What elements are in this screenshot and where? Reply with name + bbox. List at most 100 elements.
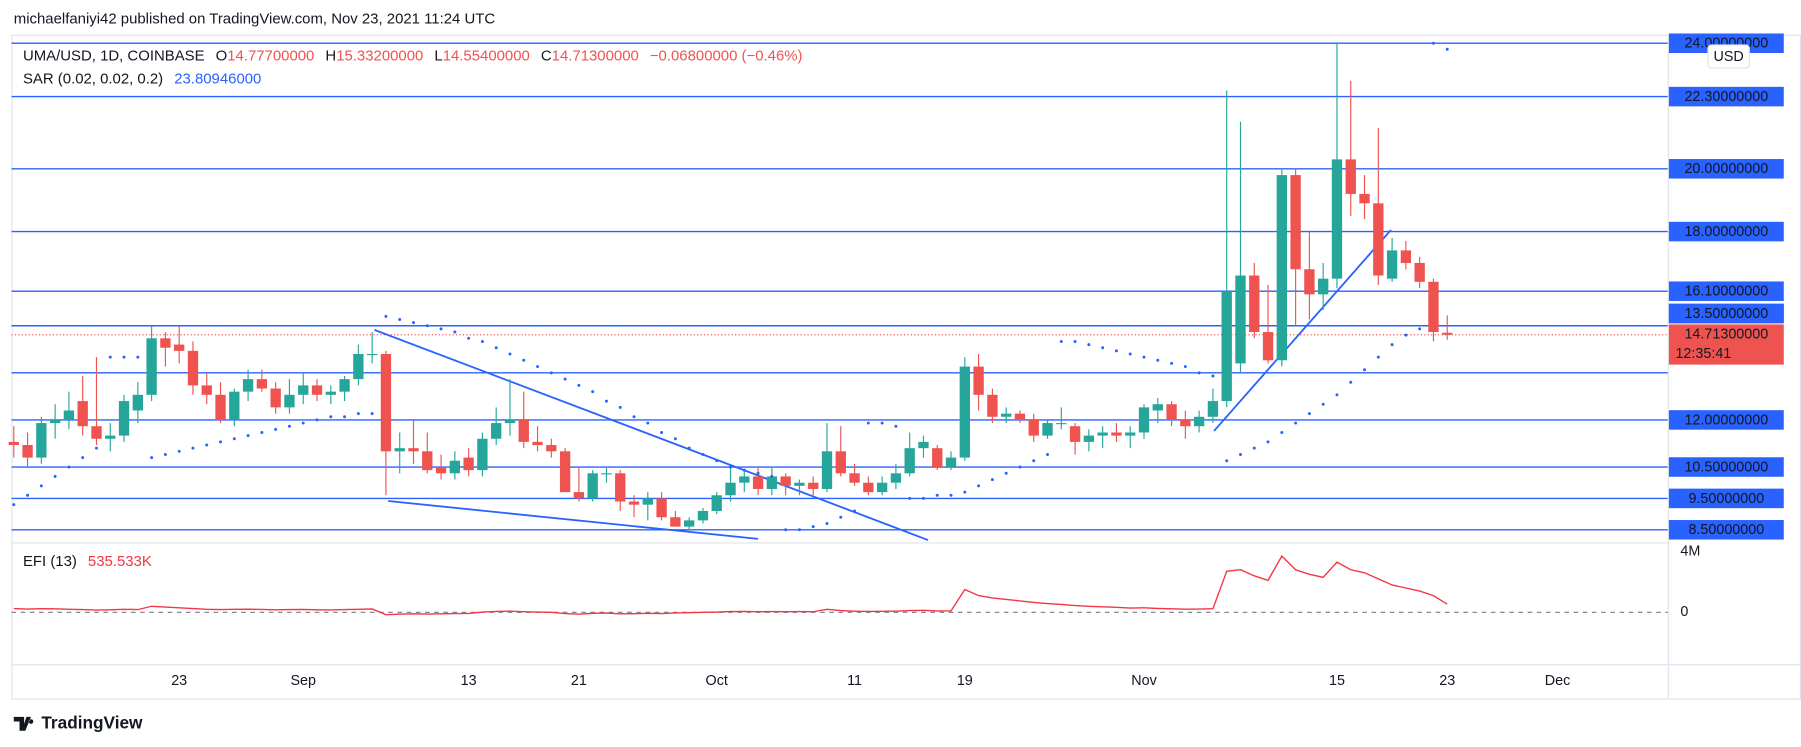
candle-body bbox=[532, 441, 543, 446]
sar-dot bbox=[81, 456, 85, 460]
level-label: 22.30000000 bbox=[1684, 89, 1768, 105]
candle-body bbox=[1304, 269, 1315, 295]
trend-line bbox=[1213, 229, 1392, 432]
sar-dot bbox=[522, 358, 526, 362]
candle-body bbox=[518, 419, 529, 442]
candle-body bbox=[559, 451, 571, 493]
candle-body bbox=[697, 510, 709, 521]
sar-dot bbox=[1280, 430, 1284, 434]
candle-body bbox=[1180, 419, 1191, 427]
candle-body bbox=[284, 394, 295, 408]
candle-body bbox=[160, 338, 171, 348]
trend-line bbox=[388, 500, 759, 540]
symbol: UMA/USD, 1D, COINBASE bbox=[23, 47, 205, 64]
level-label-box bbox=[1668, 520, 1784, 540]
sar-dot bbox=[219, 440, 223, 444]
candle-body bbox=[91, 426, 102, 439]
x-tick-label: Nov bbox=[1131, 673, 1157, 689]
sar-dot bbox=[1032, 459, 1036, 463]
candle-body bbox=[1028, 419, 1039, 436]
sar-dot bbox=[673, 437, 677, 441]
sar-dot bbox=[315, 418, 319, 422]
published-note: michaelfaniyi42 published on TradingView… bbox=[14, 11, 496, 28]
sar-dot bbox=[1349, 380, 1353, 384]
trend-line bbox=[374, 328, 929, 541]
sar-dot bbox=[797, 528, 801, 532]
candle-body bbox=[546, 445, 557, 452]
candle-body bbox=[1221, 291, 1232, 402]
candle-body bbox=[1428, 281, 1439, 333]
currency-box[interactable] bbox=[1707, 44, 1750, 69]
sar-dot bbox=[1101, 346, 1105, 350]
sar-dot bbox=[770, 474, 774, 478]
ohlc-value: 14.71300000 bbox=[552, 47, 639, 64]
sar-dot bbox=[1183, 365, 1187, 369]
sar-dot bbox=[343, 415, 347, 419]
sar-dot bbox=[894, 424, 898, 428]
ohlc-value: 14.77700000 bbox=[227, 47, 314, 64]
sar-dot bbox=[1142, 355, 1146, 359]
currency[interactable]: USD bbox=[1713, 49, 1743, 65]
candle-body bbox=[918, 441, 929, 449]
level-label: 10.50000000 bbox=[1684, 459, 1768, 475]
candle-body bbox=[794, 482, 805, 486]
candle-body bbox=[849, 473, 860, 483]
sar-dot bbox=[1294, 421, 1298, 425]
candle-body bbox=[1138, 407, 1150, 433]
sar-dot bbox=[439, 327, 443, 331]
sar-dot bbox=[949, 493, 953, 497]
sar-dot bbox=[577, 383, 581, 387]
candle-body bbox=[863, 482, 874, 493]
candle-body bbox=[656, 498, 667, 518]
sar-dot bbox=[26, 493, 30, 497]
candle-body bbox=[1042, 423, 1053, 436]
sar-dot bbox=[1170, 361, 1174, 365]
level-label-box bbox=[1668, 410, 1784, 430]
candle-body bbox=[1386, 250, 1398, 279]
sar-dot bbox=[866, 421, 870, 425]
level-label-box bbox=[1668, 221, 1784, 242]
sar-dot bbox=[1087, 343, 1091, 347]
candle-body bbox=[270, 388, 281, 408]
candle-body bbox=[808, 482, 819, 489]
x-tick-label: 11 bbox=[847, 673, 862, 689]
candle-body bbox=[1111, 432, 1122, 436]
currency-button[interactable]: USD bbox=[1707, 44, 1750, 69]
sar-dot bbox=[825, 522, 829, 526]
sar-dot bbox=[935, 493, 939, 497]
last-price-label: 14.71300000 bbox=[1684, 327, 1768, 343]
candle-body bbox=[945, 457, 957, 468]
level-label: 20.00000000 bbox=[1684, 161, 1768, 177]
candle-body bbox=[477, 438, 488, 471]
candle-body bbox=[835, 451, 846, 474]
sar-dot bbox=[1225, 459, 1229, 463]
candle-body bbox=[22, 445, 33, 458]
sar-dot bbox=[1445, 47, 1449, 51]
candle-body bbox=[1056, 423, 1067, 425]
sar-dot bbox=[356, 412, 360, 416]
candle-body bbox=[821, 451, 833, 489]
sar-value: 23.80946000 bbox=[174, 70, 261, 87]
candle-body bbox=[449, 460, 461, 474]
sar-dot bbox=[412, 321, 415, 325]
sar-dot bbox=[1321, 402, 1325, 406]
level-label: 9.50000000 bbox=[1688, 491, 1764, 507]
last-price-box bbox=[1668, 324, 1784, 365]
sar-dot bbox=[563, 377, 567, 381]
candle-body bbox=[601, 473, 612, 475]
sar-dot bbox=[729, 465, 733, 469]
levels-layer bbox=[11, 42, 1668, 613]
sar-dot bbox=[687, 446, 691, 450]
candle-body bbox=[394, 448, 405, 452]
candle-body bbox=[1262, 332, 1274, 361]
candle-body bbox=[1249, 275, 1260, 333]
candle-body bbox=[1345, 159, 1356, 194]
efi-name: EFI (13) bbox=[23, 553, 77, 570]
candle-body bbox=[890, 473, 902, 483]
candle-body bbox=[670, 517, 681, 527]
sar-dot bbox=[921, 496, 925, 500]
sar-dot bbox=[94, 446, 98, 450]
x-tick-label: Oct bbox=[706, 673, 728, 689]
candle-body bbox=[132, 394, 144, 411]
sar-dot bbox=[1335, 393, 1339, 397]
